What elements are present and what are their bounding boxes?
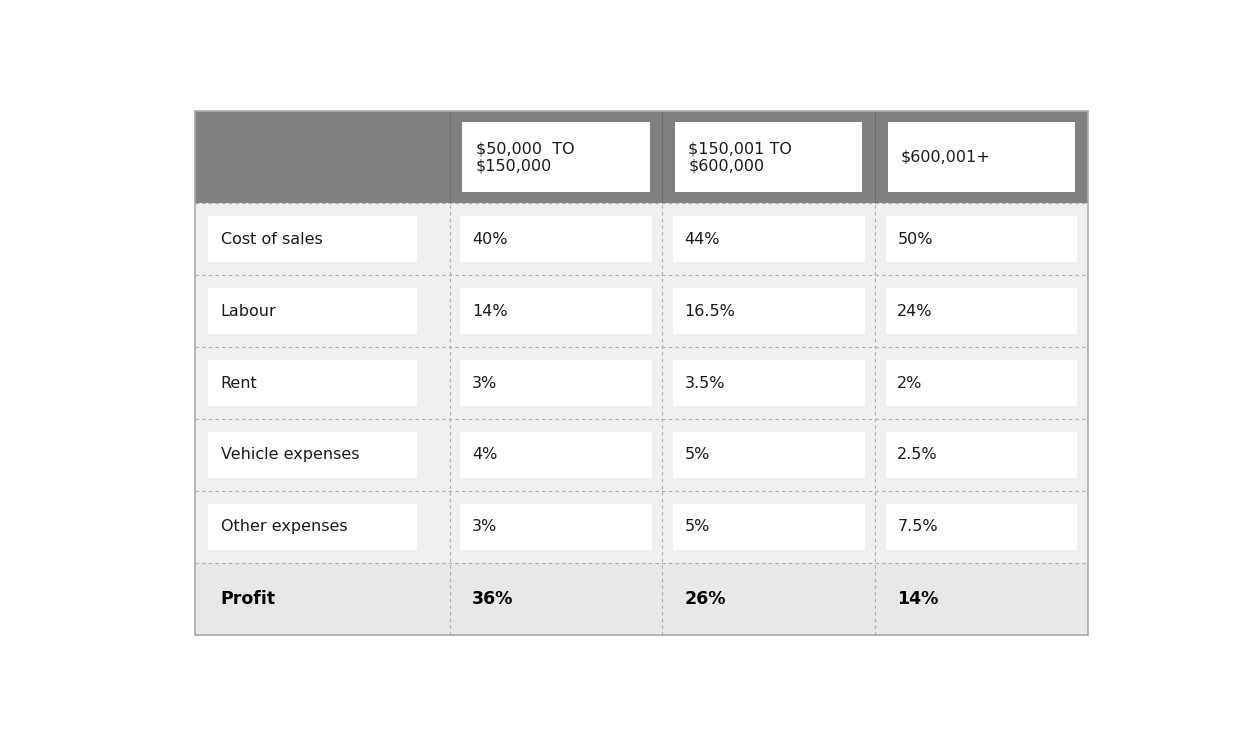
Bar xyxy=(886,216,1078,262)
Bar xyxy=(461,216,652,262)
Text: 4%: 4% xyxy=(472,448,497,463)
Text: 50%: 50% xyxy=(898,231,933,247)
Bar xyxy=(208,360,417,406)
Bar xyxy=(461,360,652,406)
Bar xyxy=(195,419,1088,491)
Bar xyxy=(195,203,1088,275)
Bar xyxy=(886,360,1078,406)
Text: 5%: 5% xyxy=(685,448,710,463)
Bar xyxy=(886,432,1078,478)
Bar xyxy=(462,123,650,192)
Text: 3%: 3% xyxy=(472,520,497,534)
Text: Labour: Labour xyxy=(220,304,277,319)
Bar xyxy=(208,504,417,550)
Text: 36%: 36% xyxy=(472,590,513,608)
Text: Profit: Profit xyxy=(220,590,275,608)
Bar xyxy=(674,360,865,406)
Bar xyxy=(461,288,652,334)
Text: 3%: 3% xyxy=(472,375,497,390)
Bar xyxy=(461,432,652,478)
Bar xyxy=(195,491,1088,563)
Text: $600,001+: $600,001+ xyxy=(901,150,990,165)
Bar xyxy=(886,504,1078,550)
Bar xyxy=(674,216,865,262)
Text: 16.5%: 16.5% xyxy=(685,304,735,319)
Text: 7.5%: 7.5% xyxy=(898,520,938,534)
Text: 3.5%: 3.5% xyxy=(685,375,725,390)
Bar xyxy=(195,112,1088,203)
Bar xyxy=(461,504,652,550)
Bar xyxy=(195,347,1088,419)
Text: 24%: 24% xyxy=(898,304,933,319)
Text: Cost of sales: Cost of sales xyxy=(220,231,322,247)
Text: 14%: 14% xyxy=(472,304,507,319)
Bar xyxy=(195,275,1088,347)
Text: 2.5%: 2.5% xyxy=(898,448,938,463)
Bar xyxy=(886,288,1078,334)
Text: 26%: 26% xyxy=(685,590,726,608)
Bar xyxy=(674,432,865,478)
Text: Other expenses: Other expenses xyxy=(220,520,347,534)
Text: 14%: 14% xyxy=(898,590,939,608)
Text: 40%: 40% xyxy=(472,231,507,247)
Bar xyxy=(675,123,863,192)
Text: 5%: 5% xyxy=(685,520,710,534)
Bar xyxy=(208,216,417,262)
Text: $150,001 TO
$600,000: $150,001 TO $600,000 xyxy=(689,141,793,174)
Text: $50,000  TO
$150,000: $50,000 TO $150,000 xyxy=(476,141,575,174)
Text: Vehicle expenses: Vehicle expenses xyxy=(220,448,359,463)
Bar xyxy=(888,123,1075,192)
Bar xyxy=(674,288,865,334)
Bar xyxy=(208,432,417,478)
Text: Rent: Rent xyxy=(220,375,258,390)
Text: 2%: 2% xyxy=(898,375,923,390)
Bar xyxy=(195,563,1088,635)
Bar xyxy=(674,504,865,550)
Text: 44%: 44% xyxy=(685,231,720,247)
Bar xyxy=(208,288,417,334)
